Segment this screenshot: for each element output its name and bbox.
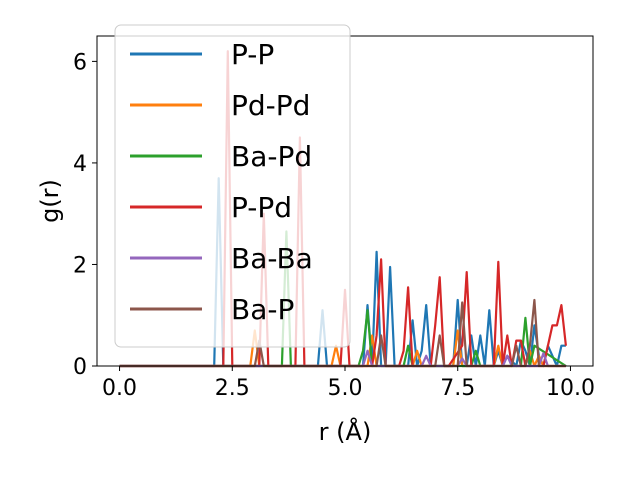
- x-tick-label: 0.0: [102, 376, 137, 401]
- legend-items: P-P Pd-Pd Ba-Pd P-Pd Ba-Ba Ba-P: [130, 38, 313, 326]
- y-axis-ticks: 0 2 4 6: [73, 50, 97, 380]
- y-tick-label: 4: [73, 152, 87, 177]
- legend: P-P Pd-Pd Ba-Pd P-Pd Ba-Ba Ba-P: [114, 24, 351, 348]
- y-tick-label: 0: [73, 355, 87, 380]
- x-axis-ticks: 0.0 2.5 5.0 7.5 10.0: [102, 366, 595, 401]
- legend-label-ba-pd: Ba-Pd: [231, 140, 312, 173]
- x-tick-label: 5.0: [328, 376, 363, 401]
- legend-label-ba-p: Ba-P: [231, 293, 294, 326]
- y-tick-label: 6: [73, 50, 87, 75]
- y-tick-label: 2: [73, 253, 87, 278]
- legend-label-p-pd: P-Pd: [231, 191, 292, 224]
- legend-label-pd-pd: Pd-Pd: [231, 89, 310, 122]
- x-axis-label: r (Å): [319, 417, 372, 446]
- y-axis-label: g(r): [36, 179, 64, 223]
- x-tick-label: 7.5: [440, 376, 475, 401]
- x-tick-label: 10.0: [546, 376, 595, 401]
- x-tick-label: 2.5: [215, 376, 250, 401]
- legend-label-ba-ba: Ba-Ba: [231, 242, 313, 275]
- legend-label-p-p: P-P: [231, 38, 274, 71]
